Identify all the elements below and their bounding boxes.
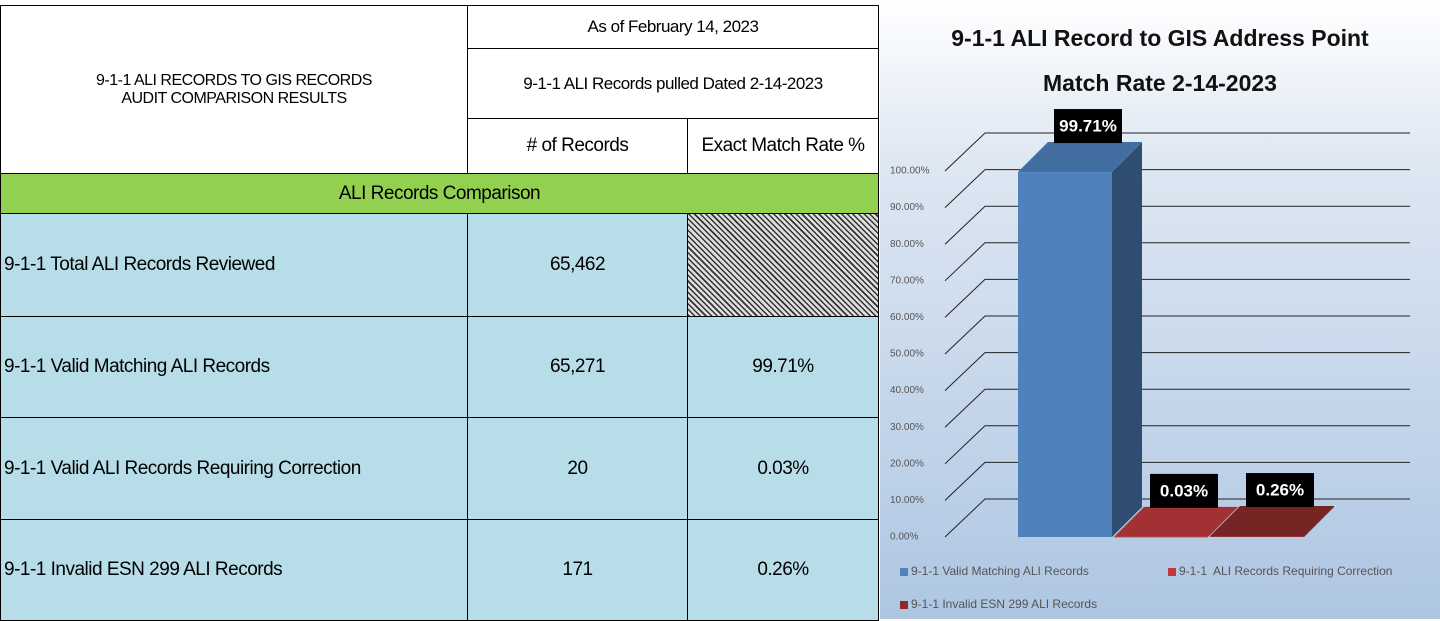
hatched-cell	[687, 213, 879, 317]
value-label-box	[1054, 109, 1122, 144]
rate-cell: 0.03%	[687, 417, 879, 520]
row-label: 9-1-1 Total ALI Records Reviewed	[0, 213, 468, 317]
grid-line	[944, 169, 1410, 208]
row-label: 9-1-1 Invalid ESN 299 ALI Records	[0, 519, 468, 621]
legend-swatch	[900, 568, 908, 576]
bar-side	[1208, 506, 1238, 537]
bar-top	[1210, 506, 1334, 537]
grid-line	[944, 242, 1410, 282]
y-tick-label: 100.00%	[890, 166, 930, 177]
grid-line	[944, 388, 1410, 428]
chart-background	[880, 0, 1440, 619]
grid-line	[944, 132, 1410, 172]
y-tick-label: 70.00%	[890, 275, 924, 286]
table-title: 9-1-1 ALI RECORDS TO GIS RECORDS AUDIT C…	[0, 5, 468, 174]
legend-label: 9-1-1 Valid Matching ALI Records	[911, 564, 1089, 578]
records-cell: 171	[467, 519, 688, 621]
grid-line	[944, 278, 1410, 318]
title-line: 9-1-1 ALI RECORDS TO GIS RECORDS	[96, 71, 372, 89]
value-label: 99.71%	[1059, 117, 1117, 136]
legend-swatch	[1168, 568, 1176, 576]
grid-line	[944, 425, 1410, 465]
value-label-box	[1150, 473, 1218, 508]
y-tick-label: 90.00%	[890, 202, 924, 213]
bar	[1018, 172, 1112, 537]
value-label-box	[1246, 473, 1314, 508]
grid-line	[944, 498, 1410, 538]
bar-side	[1112, 142, 1142, 537]
bar	[1210, 536, 1304, 537]
bar-top	[1114, 506, 1238, 537]
legend-label: 9-1-1 Invalid ESN 299 ALI Records	[911, 597, 1097, 611]
y-tick-label: 80.00%	[890, 239, 924, 250]
row-label: 9-1-1 Valid Matching ALI Records	[0, 316, 468, 418]
grid-line	[944, 315, 1410, 355]
y-tick-label: 40.00%	[890, 385, 924, 396]
y-tick-label: 60.00%	[890, 312, 924, 323]
y-tick-label: 20.00%	[890, 458, 924, 469]
value-label: 0.03%	[1160, 481, 1208, 500]
column-header: Exact Match Rate %	[687, 118, 879, 174]
y-tick-label: 50.00%	[890, 349, 924, 360]
legend-swatch	[900, 601, 908, 609]
records-cell: 65,462	[467, 213, 688, 317]
y-tick-label: 30.00%	[890, 422, 924, 433]
value-label: 0.26%	[1256, 481, 1304, 500]
grid-line	[944, 461, 1410, 501]
pulled-cell: 9-1-1 ALI Records pulled Dated 2-14-2023	[467, 48, 879, 119]
bar-side	[1304, 506, 1334, 537]
bar-top	[1018, 142, 1142, 173]
rate-cell: 99.71%	[687, 316, 879, 418]
y-tick-label: 0.00%	[890, 532, 918, 543]
grid-line	[944, 352, 1410, 391]
column-header: # of Records	[467, 118, 688, 174]
title-line: AUDIT COMPARISON RESULTS	[121, 89, 347, 107]
chart-title: 9-1-1 ALI Record to GIS Address Point	[951, 25, 1369, 51]
y-tick-label: 10.00%	[890, 495, 924, 506]
bar	[1114, 536, 1208, 538]
records-cell: 65,271	[467, 316, 688, 418]
grid-line	[944, 205, 1410, 245]
date-cell: As of February 14, 2023	[467, 5, 879, 49]
records-cell: 20	[467, 417, 688, 520]
chart-title: Match Rate 2-14-2023	[1043, 70, 1277, 96]
row-label: 9-1-1 Valid ALI Records Requiring Correc…	[0, 417, 468, 520]
section-header: ALI Records Comparison	[0, 173, 879, 214]
rate-cell: 0.26%	[687, 519, 879, 621]
legend-label: 9-1-1 ALI Records Requiring Correction	[1179, 564, 1392, 578]
